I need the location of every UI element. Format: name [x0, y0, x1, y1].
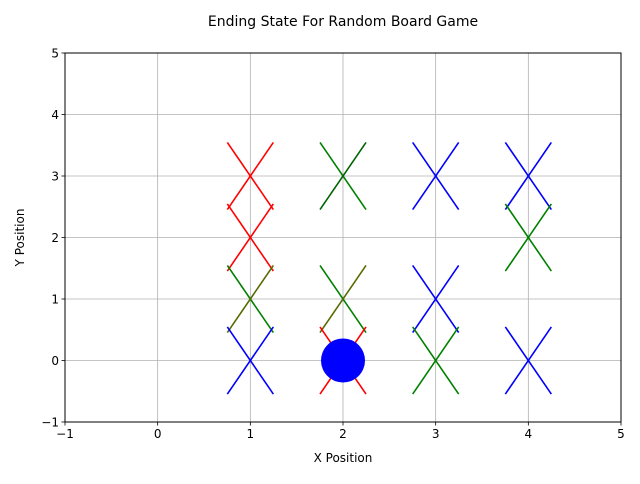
y-tick-label: 4 — [51, 108, 59, 122]
y-tick-label: 2 — [51, 231, 59, 245]
x-marker-stroke — [412, 326, 460, 395]
x-marker — [226, 264, 274, 334]
x-tick-label: −1 — [56, 427, 74, 441]
x-marker — [319, 141, 367, 211]
y-tick-label: 5 — [51, 47, 59, 61]
y-axis-label: Y Position — [13, 209, 27, 268]
x-marker — [319, 264, 367, 334]
x-marker-stroke — [319, 264, 367, 334]
x-tick-label: 2 — [339, 427, 347, 441]
circle-marker — [321, 338, 365, 383]
x-marker-stroke — [504, 203, 552, 272]
x-marker — [412, 141, 460, 211]
y-tick-label: 3 — [51, 170, 59, 184]
x-marker — [504, 141, 552, 211]
x-marker — [412, 326, 460, 395]
x-marker — [412, 264, 460, 334]
x-tick-label: 4 — [525, 427, 533, 441]
x-marker-stroke — [412, 141, 460, 211]
x-tick-label: 0 — [154, 427, 162, 441]
chart-title: Ending State For Random Board Game — [208, 14, 478, 30]
x-marker-stroke — [504, 326, 552, 395]
x-axis-label: X Position — [314, 451, 373, 465]
x-marker — [226, 141, 274, 211]
y-tick-label: −1 — [41, 416, 59, 430]
x-marker-stroke — [226, 141, 274, 211]
markers — [226, 141, 552, 395]
y-tick-label: 0 — [51, 354, 59, 368]
x-marker-stroke — [226, 264, 274, 334]
x-marker — [504, 326, 552, 395]
x-marker-stroke — [412, 264, 460, 334]
x-marker-stroke — [226, 326, 274, 395]
x-marker — [226, 203, 274, 272]
x-marker-stroke — [226, 203, 274, 272]
x-marker-stroke — [504, 141, 552, 211]
x-marker — [226, 326, 274, 395]
x-tick-label: 3 — [432, 427, 440, 441]
ticks: −1 0 1 2 3 4 5 −1 0 1 2 3 4 5 — [41, 47, 625, 442]
x-tick-label: 5 — [617, 427, 625, 441]
x-tick-label: 1 — [247, 427, 255, 441]
y-tick-label: 1 — [51, 293, 59, 307]
x-marker — [504, 203, 552, 272]
x-marker-stroke — [319, 141, 367, 211]
